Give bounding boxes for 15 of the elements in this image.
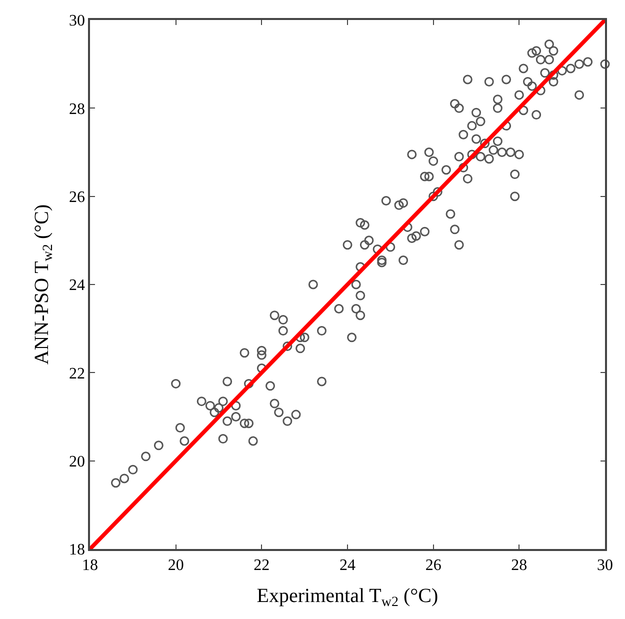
y-tick-label: 20 [69,453,86,470]
y-tick-label: 26 [69,188,86,206]
y-tick-label: 30 [69,12,86,30]
x-tick-label: 24 [340,556,356,574]
y-tick-label: 18 [69,542,86,559]
y-tick-label: 24 [69,277,86,294]
y-tick-label: 22 [69,365,86,382]
x-tick-label: 28 [511,556,528,574]
x-tick-label: 22 [254,556,270,574]
x-tick-label: 26 [425,556,442,574]
y-tick-label: 28 [69,100,86,118]
x-tick-label: 20 [168,556,184,574]
x-tick-label: 18 [82,556,98,574]
x-tick-label: 30 [597,556,613,574]
x-axis-title: Experimental T$_{w2}$ (°C) [256,584,438,610]
